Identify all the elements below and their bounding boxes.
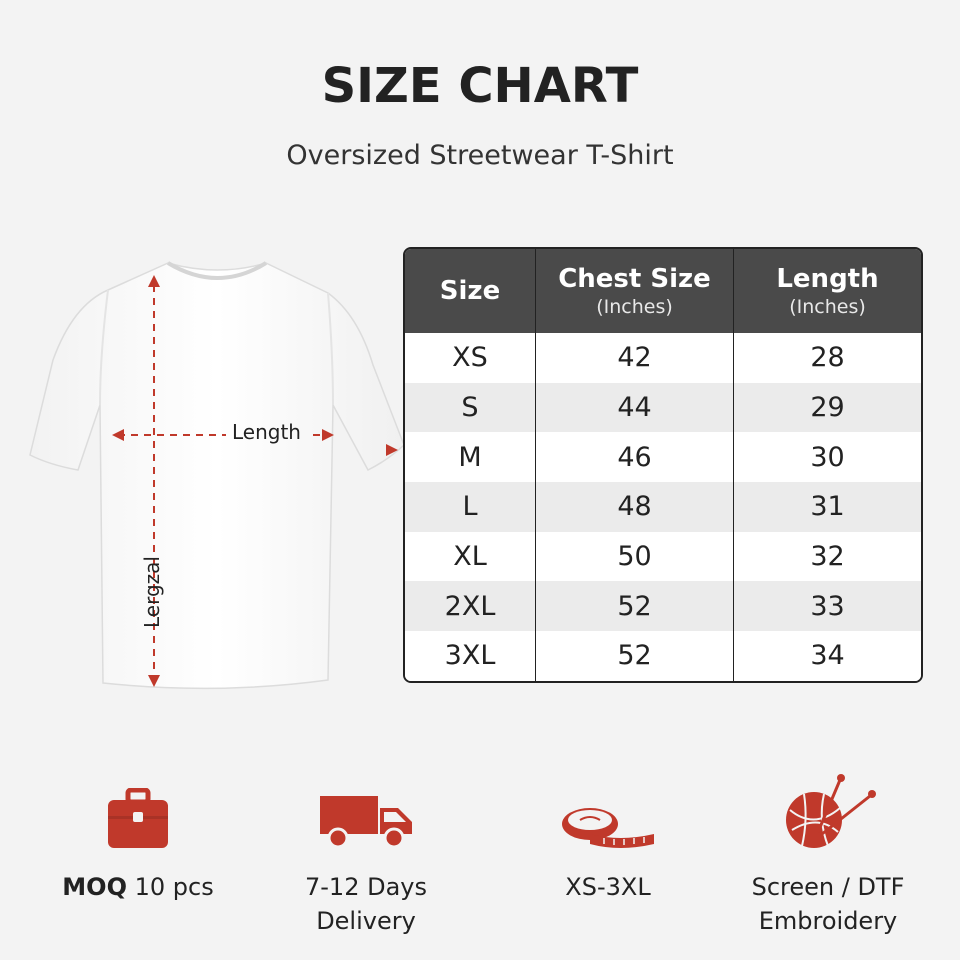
header-length: Length (Inches) [734, 249, 921, 333]
yarn-ball-icon [718, 774, 938, 850]
header-unit: (Inches) [789, 296, 866, 318]
feature-sizes: XS-3XL [498, 780, 718, 904]
header-label: Size [439, 276, 501, 306]
chest-cell: 52 [536, 631, 734, 681]
size-table: Size Chest Size (Inches) Length (Inches)… [403, 247, 923, 683]
printing-line-2: Embroidery [758, 907, 898, 935]
header-label: Chest Size [558, 264, 711, 294]
size-cell: L [405, 482, 536, 532]
briefcase-icon [28, 780, 248, 850]
delivery-line-2: Delivery [316, 907, 416, 935]
delivery-truck-icon [256, 780, 476, 850]
header-unit: (Inches) [596, 296, 673, 318]
header-chest: Chest Size (Inches) [536, 249, 734, 333]
feature-moq: MOQ 10 pcs [28, 780, 248, 904]
chest-cell: 48 [536, 482, 734, 532]
size-cell: XL [405, 531, 536, 582]
table-row: XS 42 28 [405, 333, 921, 383]
chest-cell: 44 [536, 382, 734, 433]
table-body: XS 42 28 S 44 29 M 46 30 L 48 31 XL 50 3… [405, 333, 921, 681]
table-header: Size Chest Size (Inches) Length (Inches) [405, 249, 921, 333]
feature-printing: Screen / DTF Embroidery [718, 774, 938, 938]
measuring-tape-icon [498, 780, 718, 850]
chest-cell: 52 [536, 581, 734, 632]
header-size: Size [405, 249, 536, 333]
moq-label: MOQ [62, 873, 127, 901]
header-label: Length [776, 264, 879, 294]
length-cell: 31 [810, 491, 845, 523]
table-row: S 44 29 [405, 382, 921, 433]
length-cell: 30 [810, 441, 845, 473]
chest-cell: 46 [536, 432, 734, 483]
delivery-line-1: 7-12 Days [305, 873, 427, 901]
size-cell: M [405, 432, 536, 483]
page-title: SIZE CHART [321, 58, 639, 114]
length-cell: 28 [810, 342, 845, 374]
horizontal-length-label: Length [232, 420, 301, 444]
table-row: 2XL 52 33 [405, 581, 921, 632]
length-cell: 29 [810, 392, 845, 424]
length-cell: 32 [810, 541, 845, 573]
chest-cell: 50 [536, 531, 734, 582]
table-row: 3XL 52 34 [405, 631, 921, 681]
table-row: M 46 30 [405, 432, 921, 483]
tshirt-illustration [29, 261, 405, 690]
table-row: L 48 31 [405, 482, 921, 532]
size-range: XS-3XL [565, 873, 651, 901]
chest-cell: 42 [536, 333, 734, 383]
printing-line-1: Screen / DTF [751, 873, 905, 901]
length-cell: 34 [810, 640, 845, 672]
length-cell: 33 [810, 590, 845, 622]
moq-value: 10 pcs [126, 873, 214, 901]
table-row: XL 50 32 [405, 531, 921, 582]
size-cell: XS [405, 333, 536, 383]
size-cell: S [405, 382, 536, 433]
size-cell: 2XL [405, 581, 536, 632]
vertical-length-label: Lergzal [140, 556, 164, 628]
page-subtitle: Oversized Streetwear T-Shirt [286, 140, 674, 171]
feature-delivery: 7-12 Days Delivery [256, 780, 476, 938]
size-cell: 3XL [405, 631, 536, 681]
